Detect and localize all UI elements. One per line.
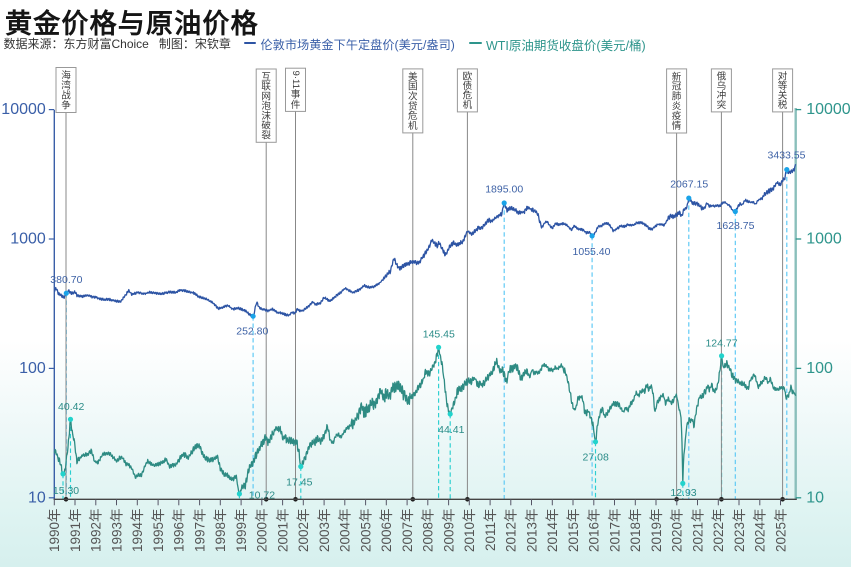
svg-text:1000: 1000: [806, 231, 842, 248]
svg-text:2018年: 2018年: [628, 509, 643, 553]
svg-text:欧: 欧: [463, 71, 473, 83]
svg-text:俄: 俄: [717, 71, 727, 83]
svg-text:新: 新: [672, 71, 682, 83]
svg-text:疫: 疫: [672, 110, 682, 122]
svg-text:冠: 冠: [672, 82, 682, 93]
svg-text:2004年: 2004年: [338, 509, 353, 553]
svg-text:税: 税: [778, 99, 788, 111]
svg-text:10.72: 10.72: [249, 489, 275, 501]
svg-text:2005年: 2005年: [358, 509, 373, 553]
svg-text:争: 争: [61, 100, 71, 112]
svg-text:关: 关: [778, 90, 788, 102]
svg-text:100: 100: [19, 360, 46, 377]
svg-text:2009年: 2009年: [441, 509, 456, 553]
svg-text:252.80: 252.80: [236, 326, 268, 338]
svg-text:1994年: 1994年: [130, 509, 145, 553]
svg-text:危: 危: [408, 110, 418, 122]
svg-text:突: 突: [717, 99, 727, 111]
svg-text:联: 联: [261, 82, 271, 93]
svg-text:国: 国: [408, 82, 418, 93]
svg-text:1991年: 1991年: [68, 509, 83, 553]
svg-text:15.30: 15.30: [53, 485, 79, 497]
svg-text:炎: 炎: [672, 101, 682, 112]
svg-text:事: 事: [291, 89, 301, 101]
svg-text:2021年: 2021年: [690, 509, 705, 553]
svg-text:海: 海: [61, 70, 71, 82]
svg-text:泡: 泡: [261, 100, 271, 112]
svg-text:2015年: 2015年: [566, 509, 581, 553]
svg-text:1993年: 1993年: [109, 509, 124, 553]
svg-text:2067.15: 2067.15: [670, 179, 708, 191]
svg-text:贷: 贷: [408, 100, 418, 112]
svg-text:件: 件: [291, 99, 301, 111]
svg-text:2025年: 2025年: [773, 509, 788, 553]
svg-text:1990年: 1990年: [47, 509, 62, 553]
svg-text:裂: 裂: [261, 129, 271, 141]
svg-text:10: 10: [28, 489, 46, 506]
svg-text:冲: 冲: [717, 90, 727, 102]
svg-text:2016年: 2016年: [587, 509, 602, 553]
svg-text:2012年: 2012年: [504, 509, 519, 553]
svg-text:等: 等: [778, 80, 788, 92]
svg-text:10000: 10000: [806, 101, 851, 118]
svg-text:3433.55: 3433.55: [768, 149, 806, 161]
svg-text:1999年: 1999年: [234, 509, 249, 553]
svg-text:机: 机: [408, 120, 418, 132]
svg-text:湾: 湾: [61, 80, 71, 92]
svg-text:1628.75: 1628.75: [717, 220, 755, 232]
svg-text:2007年: 2007年: [400, 509, 415, 553]
svg-text:1996年: 1996年: [172, 509, 187, 553]
svg-text:战: 战: [61, 91, 71, 102]
svg-text:1895.00: 1895.00: [485, 184, 523, 196]
svg-text:2024年: 2024年: [753, 509, 768, 553]
svg-text:124.77: 124.77: [705, 337, 737, 349]
svg-text:2010年: 2010年: [462, 509, 477, 553]
svg-text:危: 危: [463, 90, 473, 102]
svg-text:破: 破: [261, 120, 271, 132]
svg-text:145.45: 145.45: [423, 328, 455, 340]
svg-text:债: 债: [463, 80, 473, 92]
svg-text:情: 情: [672, 120, 682, 132]
svg-text:2001年: 2001年: [275, 509, 290, 553]
svg-text:2022年: 2022年: [711, 509, 726, 553]
svg-text:2019年: 2019年: [649, 509, 664, 553]
svg-text:10000: 10000: [1, 101, 46, 118]
svg-text:美: 美: [408, 71, 418, 83]
svg-text:互: 互: [261, 72, 271, 83]
svg-text:乌: 乌: [717, 80, 727, 92]
svg-text:1997年: 1997年: [192, 509, 207, 553]
svg-text:沫: 沫: [261, 110, 271, 122]
svg-text:2011年: 2011年: [483, 509, 498, 552]
svg-text:2013年: 2013年: [524, 509, 539, 553]
svg-text:17.45: 17.45: [286, 476, 312, 488]
svg-text:27.08: 27.08: [583, 451, 609, 463]
svg-text:2002年: 2002年: [296, 509, 311, 553]
svg-text:1992年: 1992年: [89, 509, 104, 553]
svg-text:1055.40: 1055.40: [573, 246, 611, 258]
svg-text:网: 网: [261, 91, 271, 102]
svg-text:2006年: 2006年: [379, 509, 394, 553]
svg-text:380.70: 380.70: [50, 274, 82, 286]
svg-text:9·11: 9·11: [290, 71, 301, 90]
svg-text:1998年: 1998年: [213, 509, 228, 553]
svg-text:40.42: 40.42: [58, 401, 84, 413]
svg-text:44.41: 44.41: [438, 424, 464, 436]
svg-text:机: 机: [463, 99, 473, 111]
svg-text:2014年: 2014年: [545, 509, 560, 553]
svg-text:2020年: 2020年: [670, 509, 685, 553]
svg-text:次: 次: [408, 90, 418, 102]
svg-text:2023年: 2023年: [732, 509, 747, 553]
svg-text:1995年: 1995年: [151, 509, 166, 553]
svg-text:肺: 肺: [672, 92, 682, 103]
svg-text:2003年: 2003年: [317, 509, 332, 553]
svg-text:2000年: 2000年: [255, 509, 270, 553]
svg-text:12.93: 12.93: [670, 487, 696, 499]
svg-text:100: 100: [806, 360, 833, 377]
svg-text:2008年: 2008年: [421, 509, 436, 553]
svg-text:2017年: 2017年: [607, 509, 622, 553]
svg-text:1000: 1000: [10, 231, 46, 248]
svg-text:对: 对: [778, 71, 788, 83]
svg-text:10: 10: [806, 489, 824, 506]
